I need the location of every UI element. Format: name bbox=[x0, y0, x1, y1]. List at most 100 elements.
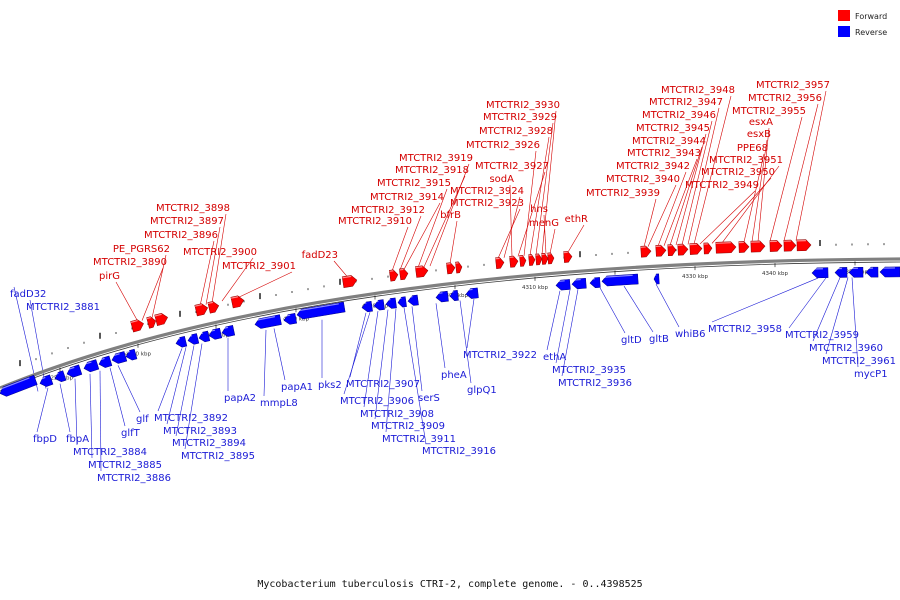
forward-gene[interactable] bbox=[415, 265, 429, 278]
gene-label[interactable]: pirG bbox=[99, 271, 120, 282]
forward-gene[interactable] bbox=[535, 253, 543, 266]
forward-gene[interactable] bbox=[783, 239, 797, 252]
gene-label[interactable]: glpQ1 bbox=[467, 385, 497, 396]
gene-label[interactable]: MTCTRI2_3906 bbox=[340, 396, 414, 407]
gene-label[interactable]: MTCTRI2_3935 bbox=[552, 365, 626, 376]
forward-gene[interactable] bbox=[738, 241, 750, 253]
gene-label[interactable]: MTCTRI2_3943 bbox=[627, 148, 701, 159]
gene-label[interactable]: bfrB bbox=[440, 210, 461, 221]
forward-gene[interactable] bbox=[495, 257, 505, 269]
gene-label[interactable]: MTCTRI2_3897 bbox=[150, 216, 224, 227]
reverse-gene[interactable] bbox=[65, 364, 83, 379]
gene-label[interactable]: MTCTRI2_3886 bbox=[97, 473, 171, 484]
reverse-gene[interactable] bbox=[82, 359, 100, 374]
forward-gene[interactable] bbox=[230, 295, 245, 309]
forward-gene[interactable] bbox=[528, 254, 536, 266]
forward-gene[interactable] bbox=[194, 303, 209, 317]
reverse-gene[interactable] bbox=[0, 374, 38, 398]
forward-gene[interactable] bbox=[715, 241, 737, 254]
gene-label[interactable]: MTCTRI2_3916 bbox=[422, 446, 496, 457]
gene-label[interactable]: pheA bbox=[441, 370, 467, 381]
forward-gene[interactable] bbox=[455, 261, 463, 274]
gene-label[interactable]: MTCTRI2_3910 bbox=[338, 216, 412, 227]
gene-label[interactable]: whiB6 bbox=[675, 329, 706, 340]
gene-label[interactable]: MTCTRI2_3922 bbox=[463, 350, 537, 361]
gene-label[interactable]: MTCTRI2_3930 bbox=[486, 100, 560, 111]
forward-gene[interactable] bbox=[509, 255, 519, 268]
forward-gene[interactable] bbox=[446, 262, 456, 275]
forward-gene[interactable] bbox=[703, 242, 713, 255]
gene-label[interactable]: MTCTRI2_3915 bbox=[377, 178, 451, 189]
gene-label[interactable]: MTCTRI2_3881 bbox=[26, 302, 100, 313]
forward-gene[interactable] bbox=[130, 318, 145, 333]
gene-label[interactable]: MTCTRI2_3919 bbox=[399, 153, 473, 164]
reverse-gene[interactable] bbox=[589, 277, 601, 288]
gene-label[interactable]: gltB bbox=[649, 334, 669, 345]
reverse-gene[interactable] bbox=[186, 333, 200, 346]
gene-label[interactable]: MTCTRI2_3951 bbox=[709, 155, 783, 166]
forward-gene[interactable] bbox=[519, 254, 527, 267]
reverse-gene[interactable] bbox=[653, 273, 660, 285]
reverse-gene[interactable] bbox=[296, 301, 346, 320]
reverse-gene[interactable] bbox=[38, 374, 54, 388]
forward-gene[interactable] bbox=[689, 243, 703, 255]
forward-gene[interactable] bbox=[541, 253, 549, 265]
gene-label[interactable]: MTCTRI2_3957 bbox=[756, 80, 830, 91]
reverse-gene[interactable] bbox=[53, 370, 67, 384]
gene-label[interactable]: fbpA bbox=[66, 434, 89, 445]
forward-gene[interactable] bbox=[547, 252, 555, 265]
gene-label[interactable]: PE_PGRS62 bbox=[113, 244, 170, 255]
forward-gene[interactable] bbox=[640, 245, 652, 258]
gene-label[interactable]: MTCTRI2_3892 bbox=[154, 413, 228, 424]
reverse-gene[interactable] bbox=[361, 300, 373, 313]
gene-label[interactable]: MTCTRI2_3949 bbox=[685, 180, 759, 191]
gene-label[interactable]: fadD23 bbox=[302, 250, 338, 261]
gene-label[interactable]: esxB bbox=[747, 129, 771, 140]
reverse-gene[interactable] bbox=[407, 294, 419, 306]
reverse-gene[interactable] bbox=[834, 267, 848, 278]
gene-label[interactable]: MTCTRI2_3907 bbox=[346, 379, 420, 390]
forward-gene[interactable] bbox=[769, 240, 783, 252]
gene-label[interactable]: MTCTRI2_3900 bbox=[183, 247, 257, 258]
gene-label[interactable]: MTCTRI2_3939 bbox=[586, 188, 660, 199]
gene-label[interactable]: hns bbox=[530, 204, 548, 215]
reverse-gene[interactable] bbox=[865, 266, 879, 278]
gene-label[interactable]: glf bbox=[136, 414, 149, 425]
gene-label[interactable]: ethR bbox=[565, 214, 588, 225]
gene-label[interactable]: MTCTRI2_3898 bbox=[156, 203, 230, 214]
forward-gene[interactable] bbox=[398, 268, 409, 281]
gene-label[interactable]: pks2 bbox=[318, 380, 342, 391]
gene-label[interactable]: MTCTRI2_3947 bbox=[649, 97, 723, 108]
gene-label[interactable]: fbpD bbox=[33, 434, 57, 445]
gene-label[interactable]: MTCTRI2_3894 bbox=[172, 438, 246, 449]
reverse-gene[interactable] bbox=[601, 273, 639, 287]
forward-gene[interactable] bbox=[207, 300, 220, 314]
gene-label[interactable]: MTCTRI2_3950 bbox=[701, 167, 775, 178]
gene-label[interactable]: MTCTRI2_3956 bbox=[748, 93, 822, 104]
reverse-gene[interactable] bbox=[848, 266, 864, 278]
gene-label[interactable]: esxA bbox=[749, 117, 773, 128]
forward-gene[interactable] bbox=[154, 312, 169, 326]
reverse-gene[interactable] bbox=[197, 330, 211, 343]
reverse-gene[interactable] bbox=[373, 299, 385, 311]
gene-label[interactable]: MTCTRI2_3944 bbox=[632, 136, 706, 147]
gene-label[interactable]: MTCTRI2_3893 bbox=[163, 426, 237, 437]
gene-label[interactable]: MTCTRI2_3912 bbox=[351, 205, 425, 216]
gene-label[interactable]: MTCTRI2_3958 bbox=[708, 324, 782, 335]
forward-gene[interactable] bbox=[388, 269, 399, 282]
gene-label[interactable]: MTCTRI2_3936 bbox=[558, 378, 632, 389]
gene-label[interactable]: MTCTRI2_3955 bbox=[732, 106, 806, 117]
forward-gene[interactable] bbox=[341, 275, 358, 288]
reverse-gene[interactable] bbox=[124, 348, 138, 361]
forward-gene[interactable] bbox=[796, 239, 812, 252]
gene-label[interactable]: MTCTRI2_3961 bbox=[822, 356, 896, 367]
gene-label[interactable]: MTCTRI2_3908 bbox=[360, 409, 434, 420]
reverse-gene[interactable] bbox=[283, 313, 297, 325]
gene-label[interactable]: MTCTRI2_3929 bbox=[483, 112, 557, 123]
gene-label[interactable]: MTCTRI2_3911 bbox=[382, 434, 456, 445]
gene-label[interactable]: ethA bbox=[543, 352, 566, 363]
gene-label[interactable]: MTCTRI2_3918 bbox=[395, 165, 469, 176]
gene-label[interactable]: papA1 bbox=[281, 382, 313, 393]
gene-label[interactable]: MTCTRI2_3924 bbox=[450, 186, 524, 197]
gene-label[interactable]: serS bbox=[418, 393, 440, 404]
